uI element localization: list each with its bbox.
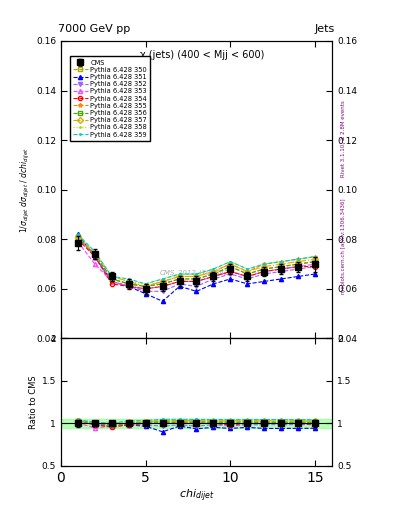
Text: Rivet 3.1.10, ≥ 2.8M events: Rivet 3.1.10, ≥ 2.8M events	[341, 100, 346, 177]
Text: mcplots.cern.ch [arXiv:1306.3436]: mcplots.cern.ch [arXiv:1306.3436]	[341, 198, 346, 293]
Y-axis label: $1/\sigma_{dijet}\ d\sigma_{dijet}\ /\ dchi_{dijet}$: $1/\sigma_{dijet}\ d\sigma_{dijet}\ /\ d…	[18, 147, 32, 232]
Text: χ (jets) (400 < Mjj < 600): χ (jets) (400 < Mjj < 600)	[140, 50, 264, 60]
X-axis label: $chi_{dijet}$: $chi_{dijet}$	[179, 487, 214, 504]
Y-axis label: Ratio to CMS: Ratio to CMS	[29, 375, 37, 429]
Text: CMS_2012_I1090423: CMS_2012_I1090423	[160, 270, 233, 276]
Legend: CMS, Pythia 6.428 350, Pythia 6.428 351, Pythia 6.428 352, Pythia 6.428 353, Pyt: CMS, Pythia 6.428 350, Pythia 6.428 351,…	[70, 56, 151, 141]
Bar	[61, 419, 332, 428]
Text: 7000 GeV pp: 7000 GeV pp	[58, 24, 130, 33]
Text: Jets: Jets	[314, 24, 335, 33]
